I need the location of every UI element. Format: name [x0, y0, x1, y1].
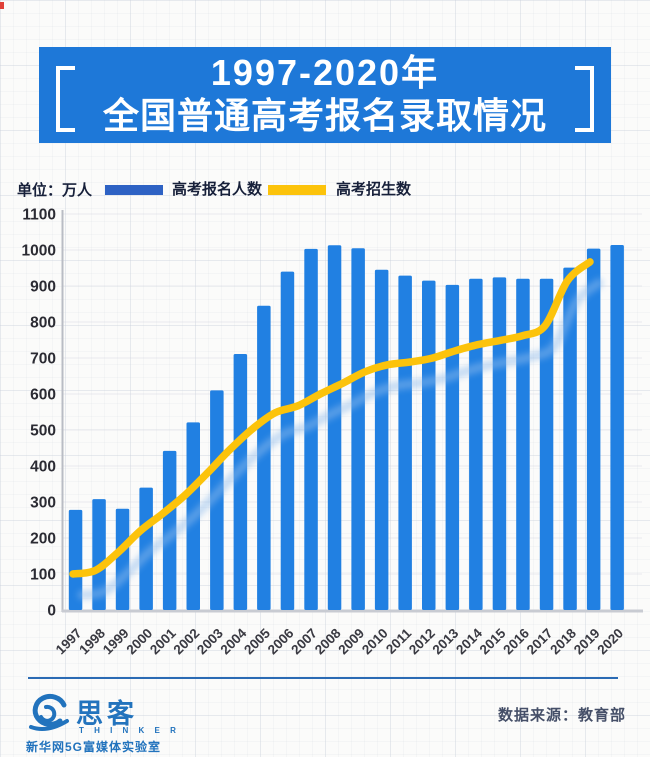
red-corner-mark: [0, 2, 4, 9]
x-tick-label-2011: 2011: [383, 625, 415, 657]
x-tick-label-2013: 2013: [430, 625, 462, 657]
y-tick-label-400: 400: [30, 459, 56, 476]
legend: 单位：万人 高考报名人数 高考招生数: [0, 176, 650, 199]
legend-swatch-registrations: [105, 185, 163, 195]
x-tick-label-2012: 2012: [406, 626, 438, 658]
logo-text-cn: 思客: [76, 699, 138, 729]
y-tick-label-200: 200: [30, 531, 56, 548]
right-bracket-decoration: [575, 66, 594, 132]
y-tick-label-900: 900: [30, 279, 56, 296]
x-tick-label-1997: 1997: [53, 626, 85, 658]
bar-2003: [210, 390, 224, 610]
legend-swatch-admissions: [268, 185, 326, 195]
y-tick-label-600: 600: [30, 387, 56, 404]
bar-2015: [492, 277, 507, 610]
bar-2013: [445, 284, 460, 610]
x-tick-label-2007: 2007: [288, 626, 320, 658]
x-tick-label-2006: 2006: [265, 625, 297, 657]
footer-divider: [28, 677, 618, 679]
bar-2020: [610, 245, 624, 610]
logo-text-en: T H I N K E R: [79, 726, 180, 735]
y-tick-label-100: 100: [30, 567, 56, 584]
x-tick-label-2008: 2008: [312, 625, 344, 657]
bar-2010: [374, 269, 389, 610]
bar-2016: [516, 278, 530, 610]
y-tick-label-1000: 1000: [22, 243, 56, 260]
x-tick-label-2001: 2001: [147, 625, 179, 657]
bar-2011: [398, 275, 412, 610]
y-tick-label-800: 800: [30, 315, 56, 332]
x-tick-label-2010: 2010: [359, 626, 391, 658]
y-tick-label-1100: 1100: [22, 207, 56, 224]
bar-2014: [469, 278, 483, 610]
y-tick-label-0: 0: [47, 603, 56, 620]
bar-2001: [162, 450, 177, 610]
thinker-swirl-logo-icon: [29, 693, 69, 731]
x-tick-label-2020: 2020: [594, 626, 626, 658]
title-line-2: 全国普通高考报名录取情况: [102, 95, 547, 136]
left-bracket-decoration: [56, 66, 75, 132]
x-tick-label-2014: 2014: [453, 625, 485, 657]
legend-label-admissions: 高考招生数: [336, 181, 412, 198]
x-tick-label-1998: 1998: [76, 625, 108, 657]
bar-2017: [539, 278, 554, 610]
x-tick-label-2000: 2000: [123, 626, 155, 658]
x-tick-label-2019: 2019: [571, 626, 603, 658]
bar-2018: [563, 267, 577, 610]
bar-1997: [68, 509, 83, 610]
data-source-text: 数据来源：教育部: [497, 707, 626, 724]
y-tick-label-500: 500: [30, 423, 56, 440]
x-tick-label-2018: 2018: [547, 625, 579, 657]
x-tick-label-2003: 2003: [194, 625, 226, 657]
bar-1998: [92, 499, 106, 610]
x-tick-label-2004: 2004: [218, 625, 250, 657]
bar-2019: [586, 248, 601, 610]
admissions-line: [69, 258, 594, 578]
bar-2012: [422, 280, 436, 610]
bar-2009: [351, 248, 365, 610]
x-tick-label-1999: 1999: [100, 626, 132, 658]
title-banner: 1997-2020年 全国普通高考报名录取情况: [39, 47, 611, 143]
x-tick-label-2015: 2015: [477, 625, 509, 657]
x-tick-label-2002: 2002: [171, 626, 203, 658]
unit-label: 单位：万人: [17, 182, 93, 199]
bar-2004: [233, 354, 248, 610]
bar-2008: [327, 245, 342, 611]
x-tick-label-2005: 2005: [241, 625, 273, 657]
logo-subtitle: 新华网5G富媒体实验室: [26, 740, 162, 754]
y-tick-label-700: 700: [30, 351, 56, 368]
title-line-1: 1997-2020年: [210, 52, 440, 93]
chart-area: 0 100 200 300 400 500 600 700 800 900 1000 1100 1997…: [0, 198, 650, 678]
bar-1999: [115, 508, 130, 610]
x-tick-label-2016: 2016: [500, 625, 532, 657]
y-tick-label-300: 300: [30, 495, 56, 512]
bar-2006: [280, 271, 295, 610]
x-tick-label-2009: 2009: [335, 626, 367, 658]
legend-label-registrations: 高考报名人数: [172, 181, 263, 198]
bar-2005: [257, 305, 271, 610]
admissions-line-shadow: [77, 278, 604, 600]
x-tick-label-2017: 2017: [524, 626, 556, 658]
